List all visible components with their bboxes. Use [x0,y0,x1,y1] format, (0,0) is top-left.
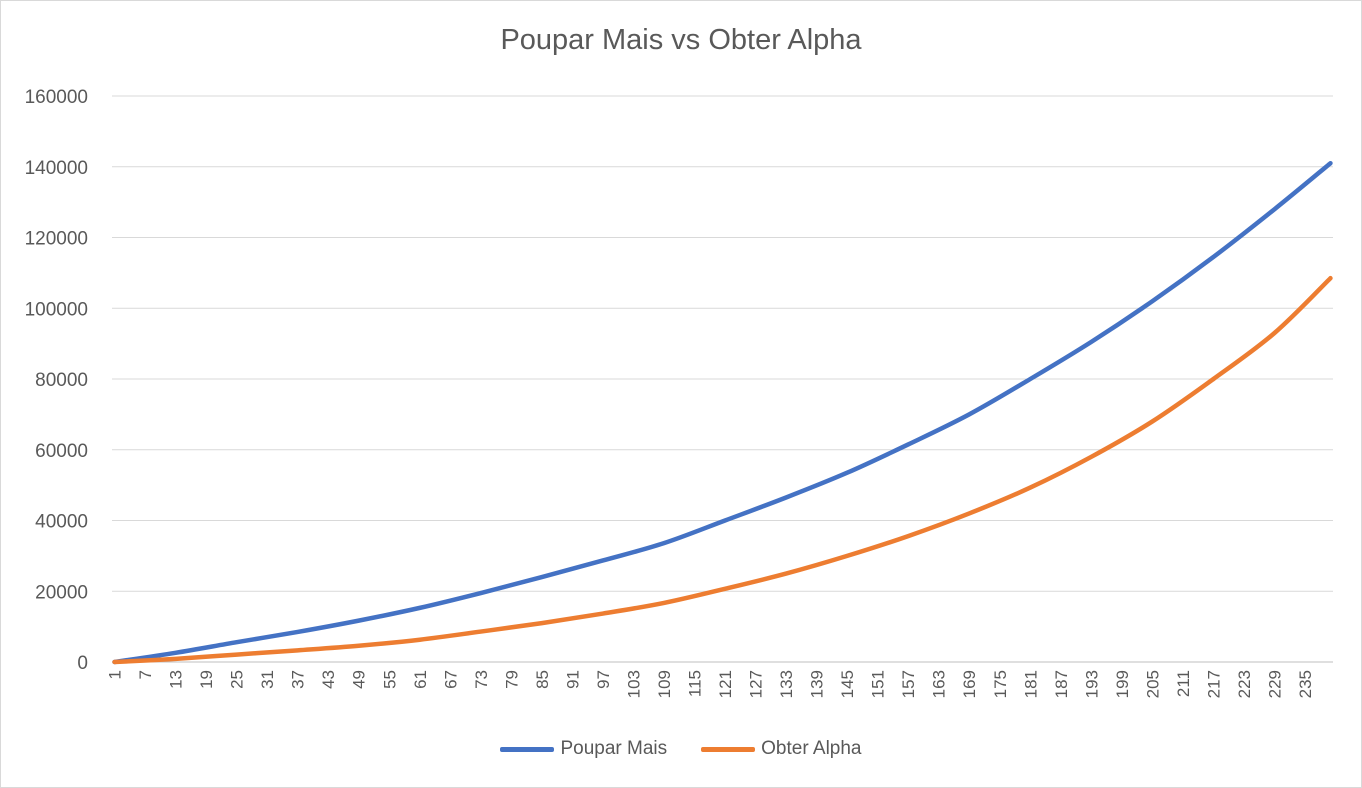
x-tick-label: 103 [624,670,643,698]
y-tick-label: 120000 [25,229,88,250]
legend-label-obter-alpha: Obter Alpha [761,738,862,759]
y-tick-label: 20000 [35,582,88,603]
x-tick-label: 133 [777,670,796,698]
x-tick-label: 91 [563,670,582,689]
x-tick-label: 13 [167,670,186,689]
x-tick-label: 193 [1082,670,1101,698]
x-tick-label: 187 [1052,670,1071,698]
legend-item-poupar-mais: Poupar Mais [500,738,667,760]
legend: Poupar Mais Obter Alpha [0,738,1362,760]
x-tick-label: 235 [1296,670,1315,698]
x-tick-label: 217 [1204,670,1223,698]
x-tick-label: 157 [899,670,918,698]
x-tick-label: 205 [1143,670,1162,698]
x-tick-label: 223 [1235,670,1254,698]
series-line-obter-alpha [112,275,1333,665]
y-tick-label: 0 [77,653,88,674]
x-tick-label: 61 [411,670,430,689]
legend-swatch-obter-alpha [701,746,756,752]
x-tick-label: 163 [930,670,949,698]
x-tick-label: 169 [960,670,979,698]
x-tick-label: 115 [686,670,705,697]
x-tick-label: 121 [716,670,735,698]
x-tick-label: 49 [350,670,369,689]
x-tick-label: 127 [747,670,766,698]
x-tick-label: 199 [1113,670,1132,698]
x-tick-label: 139 [808,670,827,698]
x-axis-ticks: 1 7 13 19 25 31 37 43 49 55 61 67 73 79 85 91 97 103 109 11… [106,670,1315,698]
y-tick-label: 140000 [25,158,88,179]
y-tick-label: 100000 [25,299,88,320]
series-lines [112,160,1333,665]
gridlines [112,95,1333,663]
x-tick-label: 67 [441,670,460,689]
x-tick-label: 43 [319,670,338,689]
x-tick-label: 31 [258,670,277,689]
y-tick-label: 40000 [35,512,88,533]
x-tick-label: 211 [1174,670,1193,697]
legend-swatch-poupar-mais [500,746,555,752]
legend-item-obter-alpha: Obter Alpha [701,738,862,760]
x-tick-label: 19 [197,670,216,689]
x-tick-label: 1 [106,670,125,679]
series-line-poupar-mais [112,160,1333,665]
x-tick-label: 37 [289,670,308,689]
x-tick-label: 73 [472,670,491,689]
x-tick-label: 85 [533,670,552,689]
y-tick-label: 60000 [35,441,88,462]
x-tick-label: 109 [655,670,674,698]
x-tick-label: 55 [380,670,399,689]
x-tick-label: 97 [594,670,613,689]
y-axis-ticks: 0 20000 40000 60000 80000 100000 120000 140000 1… [25,87,88,674]
y-tick-label: 160000 [25,87,88,108]
x-tick-label: 181 [1021,670,1040,698]
x-tick-label: 175 [991,670,1010,698]
x-tick-label: 7 [136,670,155,679]
x-tick-label: 229 [1265,670,1284,698]
x-tick-label: 145 [838,670,857,698]
y-tick-label: 80000 [35,370,88,391]
x-tick-label: 79 [502,670,521,689]
chart-title: Poupar Mais vs Obter Alpha [500,24,862,56]
legend-label-poupar-mais: Poupar Mais [560,738,668,759]
x-tick-label: 151 [869,670,888,698]
x-tick-label: 25 [228,670,247,689]
